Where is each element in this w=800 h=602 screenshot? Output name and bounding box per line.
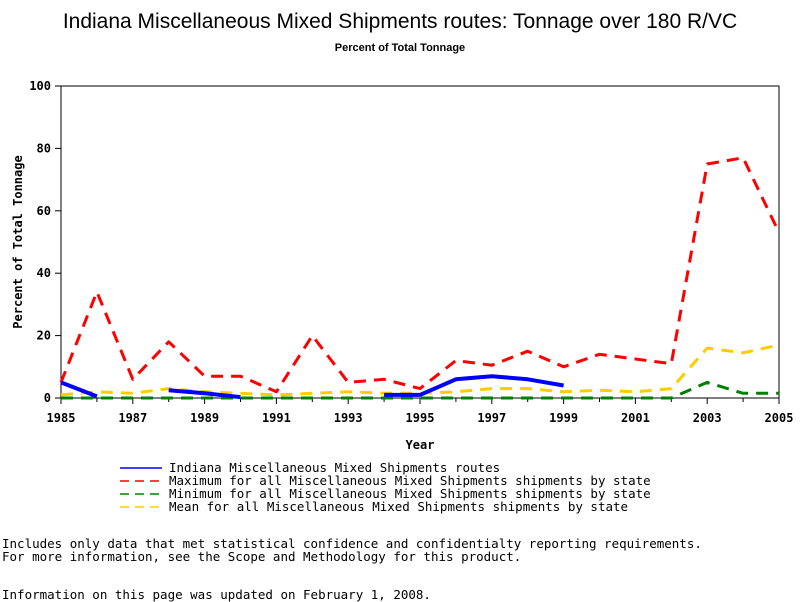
x-tick-label: 1999	[549, 411, 578, 425]
y-tick-label: 100	[29, 79, 51, 93]
x-tick-label: 1989	[190, 411, 219, 425]
y-tick-label: 0	[44, 391, 51, 405]
y-tick-label: 60	[37, 204, 51, 218]
legend: Indiana Miscellaneous Mixed Shipments ro…	[120, 460, 651, 514]
legend-label-2: Minimum for all Miscellaneous Mixed Ship…	[169, 486, 651, 501]
series-lines	[59, 156, 781, 400]
x-tick-label: 2003	[693, 411, 722, 425]
y-tick-label: 80	[37, 141, 51, 155]
series-line-0	[168, 388, 241, 400]
legend-label-0: Indiana Miscellaneous Mixed Shipments ro…	[169, 460, 500, 475]
y-tick-label: 20	[37, 329, 51, 343]
x-tick-label: 1991	[262, 411, 291, 425]
chart-title: Indiana Miscellaneous Mixed Shipments ro…	[63, 10, 737, 33]
series-line-0	[60, 380, 98, 399]
x-tick-label: 1995	[406, 411, 435, 425]
plot-frame	[60, 85, 780, 399]
x-tick-label: 1987	[118, 411, 147, 425]
x-axis-label: Year	[406, 438, 435, 452]
x-tick-label: 1985	[47, 411, 76, 425]
x-tick-label: 2001	[621, 411, 650, 425]
legend-label-1: Maximum for all Miscellaneous Mixed Ship…	[169, 473, 651, 488]
x-tick-label: 1997	[477, 411, 506, 425]
y-axis: 0 20 40 60 80 100	[29, 79, 61, 405]
chart-subtitle: Percent of Total Tonnage	[335, 42, 465, 54]
x-tick-label: 2005	[765, 411, 794, 425]
note-confidence: Includes only data that met statistical …	[2, 536, 702, 551]
y-axis-label: Percent of Total Tonnage	[11, 155, 25, 328]
note-methodology: For more information, see the Scope and …	[2, 549, 522, 564]
y-tick-label: 40	[37, 266, 51, 280]
series-line-1	[59, 156, 781, 394]
note-updated: Information on this page was updated on …	[2, 587, 431, 602]
x-tick-label: 1993	[334, 411, 363, 425]
legend-label-3: Mean for all Miscellaneous Mixed Shipmen…	[169, 499, 628, 514]
series-line-0	[384, 374, 564, 397]
x-axis: 1985 1987 1989 1991 1993 1995 1997 1999 2001 2003…	[47, 398, 794, 425]
